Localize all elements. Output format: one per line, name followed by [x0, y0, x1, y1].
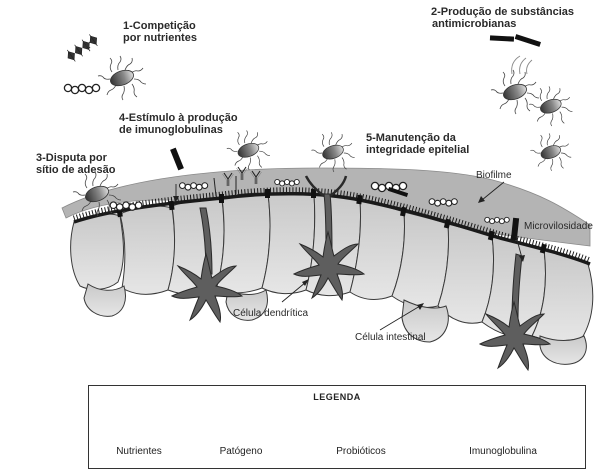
probiotic-rods-surface — [170, 147, 520, 241]
antimicrobial-rods — [489, 34, 541, 47]
annotation-arrows — [175, 181, 523, 331]
probiotics-cluster — [63, 83, 101, 95]
label-dendritic-cell: Célula dendrítica — [233, 308, 309, 319]
label-adhesion: 3-Disputa por sítio de adesão — [36, 152, 116, 176]
label-biofilm: Biofilme — [476, 170, 512, 181]
nutrients-cluster — [63, 31, 102, 65]
label-immunoglobulin-production: 4-Estímulo à produção de imunoglobulinas — [119, 112, 238, 136]
legend-label-probiotics: Probióticos — [336, 446, 386, 457]
legend-label-nutrients: Nutrientes — [116, 446, 162, 457]
dendritic-cells — [171, 175, 551, 371]
label-microvilli: Microvilosidade — [524, 221, 593, 232]
legend-label-immunoglobulin: Imunoglobulina — [469, 446, 537, 457]
legend-box: LEGENDA Nutrientes Patógeno Probióticos … — [88, 385, 586, 469]
legend-label-pathogen: Patógeno — [219, 446, 263, 457]
arrow-heads — [173, 196, 525, 310]
label-intestinal-cell: Célula intestinal — [355, 332, 426, 343]
label-epithelial-integrity: 5-Manutenção da integridade epitelial — [366, 132, 470, 156]
label-competition: 1-Competição por nutrientes — [123, 20, 197, 44]
label-antimicrobial: 2-Produção de substâncias antimicrobianas — [431, 6, 575, 30]
tight-junctions — [116, 189, 547, 254]
legend-title: LEGENDA — [313, 392, 361, 402]
